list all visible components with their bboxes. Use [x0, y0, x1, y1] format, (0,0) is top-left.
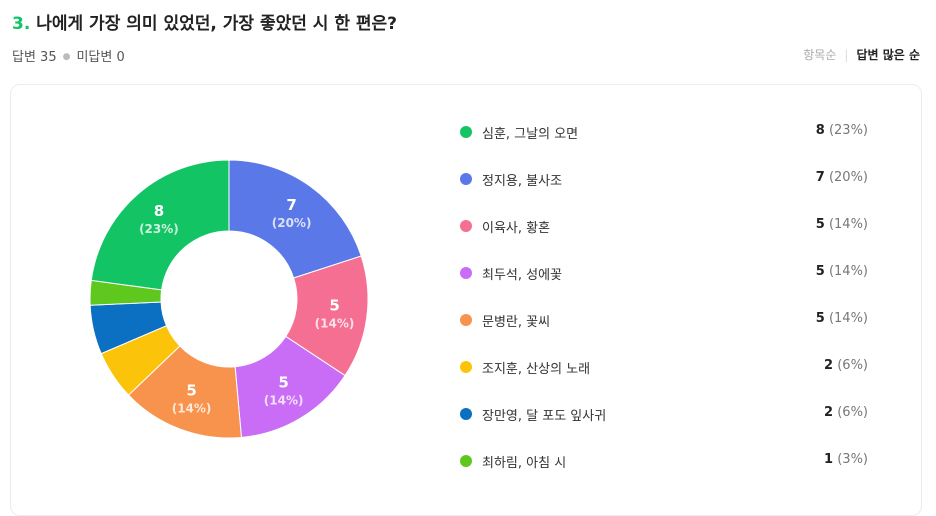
legend-swatch — [460, 314, 472, 326]
legend-item: 조지훈, 산상의 노래 2 (6%) — [460, 353, 868, 400]
donut-slice[interactable] — [90, 159, 230, 291]
legend-count: 1 — [824, 452, 834, 467]
unanswered-count: 미답변 0 — [76, 50, 125, 65]
legend-item: 최하림, 아침 시 1 (3%) — [460, 447, 868, 494]
legend-item: 장만영, 달 포도 잎사귀 2 (6%) — [460, 400, 868, 447]
sort-divider: | — [844, 48, 849, 62]
legend-value: 2 (6%) — [824, 405, 868, 420]
legend-swatch — [460, 126, 472, 138]
legend-swatch — [460, 408, 472, 420]
legend-percent: (14%) — [824, 311, 868, 326]
legend-count: 5 — [815, 264, 825, 279]
question-title: 3. 나에게 가장 의미 있었던, 가장 좋았던 시 한 편은? — [12, 9, 397, 34]
donut-slice[interactable] — [228, 159, 362, 279]
legend-count: 7 — [815, 170, 825, 185]
legend-value: 8 (23%) — [816, 123, 868, 138]
legend-value: 2 (6%) — [824, 358, 868, 373]
legend-label: 조지훈, 산상의 노래 — [482, 362, 591, 377]
legend-swatch — [460, 361, 472, 373]
sort-by-count-button[interactable]: 답변 많은 순 — [856, 48, 920, 62]
legend-percent: (14%) — [824, 264, 868, 279]
legend-percent: (3%) — [833, 452, 868, 467]
legend-value: 5 (14%) — [816, 217, 868, 232]
separator-dot: ● — [62, 52, 71, 62]
legend-percent: (6%) — [833, 358, 868, 373]
donut-chart: 7 (20%) 5 (14%) 5 (14%) 5 (14%) 8 (23%) — [89, 159, 369, 439]
slice-value-label: 5 — [186, 382, 196, 400]
legend-label: 장만영, 달 포도 잎사귀 — [482, 409, 607, 424]
result-card — [10, 84, 922, 516]
question-number: 3. — [12, 14, 31, 34]
legend-count: 5 — [815, 217, 825, 232]
legend-swatch — [460, 220, 472, 232]
sort-by-order-button[interactable]: 항목순 — [803, 48, 837, 62]
slice-percent-label: (14%) — [315, 316, 355, 330]
legend-count: 5 — [815, 311, 825, 326]
legend-percent: (14%) — [824, 217, 868, 232]
sort-options: 항목순 | 답변 많은 순 — [803, 46, 920, 63]
legend-percent: (23%) — [824, 123, 868, 138]
question-text: 나에게 가장 의미 있었던, 가장 좋았던 시 한 편은? — [36, 14, 398, 34]
legend-value: 1 (3%) — [824, 452, 868, 467]
legend-label: 정지용, 불사조 — [482, 174, 563, 189]
legend-swatch — [460, 455, 472, 467]
chart-legend: 심훈, 그날의 오면 8 (23%) 정지용, 불사조 7 (20%) 이육사, 황혼 5… — [460, 118, 868, 494]
legend-value: 5 (14%) — [816, 264, 868, 279]
legend-percent: (6%) — [833, 405, 868, 420]
legend-item: 최두석, 성에꽃 5 (14%) — [460, 259, 868, 306]
slice-value-label: 8 — [154, 202, 164, 220]
legend-item: 심훈, 그날의 오면 8 (23%) — [460, 118, 868, 165]
legend-label: 심훈, 그날의 오면 — [482, 127, 579, 142]
slice-value-label: 7 — [286, 196, 296, 214]
legend-count: 8 — [815, 123, 825, 138]
slice-percent-label: (14%) — [172, 402, 212, 416]
legend-swatch — [460, 267, 472, 279]
legend-value: 5 (14%) — [816, 311, 868, 326]
legend-count: 2 — [824, 358, 834, 373]
legend-label: 문병란, 꽃씨 — [482, 315, 551, 330]
slice-value-label: 5 — [278, 373, 288, 391]
legend-percent: (20%) — [824, 170, 868, 185]
legend-value: 7 (20%) — [816, 170, 868, 185]
legend-item: 이육사, 황혼 5 (14%) — [460, 212, 868, 259]
answered-count: 답변 35 — [12, 50, 57, 65]
legend-swatch — [460, 173, 472, 185]
legend-label: 최하림, 아침 시 — [482, 456, 567, 471]
legend-label: 최두석, 성에꽃 — [482, 268, 563, 283]
slice-percent-label: (23%) — [139, 222, 179, 236]
legend-item: 정지용, 불사조 7 (20%) — [460, 165, 868, 212]
slice-percent-label: (14%) — [264, 393, 304, 407]
slice-percent-label: (20%) — [272, 216, 312, 230]
legend-item: 문병란, 꽃씨 5 (14%) — [460, 306, 868, 353]
legend-count: 2 — [824, 405, 834, 420]
legend-label: 이육사, 황혼 — [482, 221, 551, 236]
answer-stats: 답변 35 ● 미답변 0 — [12, 46, 125, 65]
slice-value-label: 5 — [329, 296, 339, 314]
